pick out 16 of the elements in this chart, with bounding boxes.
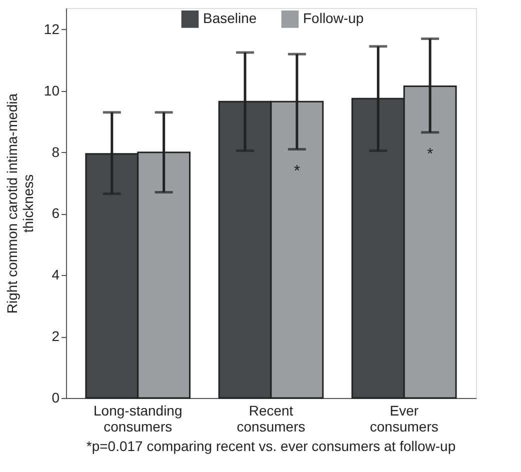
- y-tick-label: 12: [44, 20, 60, 37]
- legend-label: Baseline: [203, 10, 257, 26]
- text: *p=0.017 comparing recent vs. ever consumers at follow-up: [86, 438, 456, 454]
- y-tick-label: 2: [52, 328, 60, 344]
- y-tick-label: 4: [52, 266, 60, 283]
- x-tick-label: Ever consumers: [370, 402, 438, 434]
- annotation: *: [426, 146, 434, 163]
- annotation: *: [294, 162, 300, 180]
- x-tick-label: Long-standing consumers: [94, 402, 182, 434]
- x-tick-label: Recent consumers: [236, 402, 306, 434]
- y-tick-label: 6: [52, 205, 60, 222]
- legend-label: Follow-up: [303, 10, 364, 26]
- y-tick-label: 0: [52, 390, 60, 406]
- y-tick-label: 10: [44, 82, 60, 98]
- y-axis-title: Right common carotid intima-media thickness: [4, 93, 36, 314]
- y-tick-label: 8: [52, 144, 60, 160]
